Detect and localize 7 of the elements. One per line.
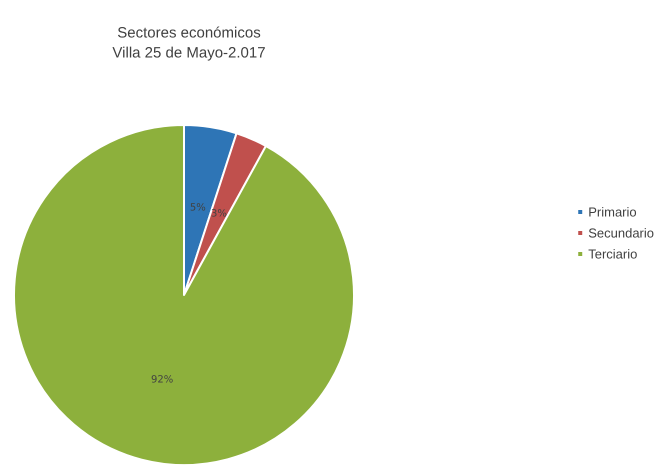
data-label: 5%: [190, 202, 206, 214]
data-label: 3%: [211, 208, 227, 220]
legend-label: Terciario: [588, 246, 638, 262]
legend-label: Secundario: [588, 226, 654, 240]
chart-title: Sectores económicos Villa 25 de Mayo-2.017: [112, 24, 266, 62]
data-label: 92%: [151, 374, 174, 386]
legend-label: Primario: [588, 204, 637, 220]
